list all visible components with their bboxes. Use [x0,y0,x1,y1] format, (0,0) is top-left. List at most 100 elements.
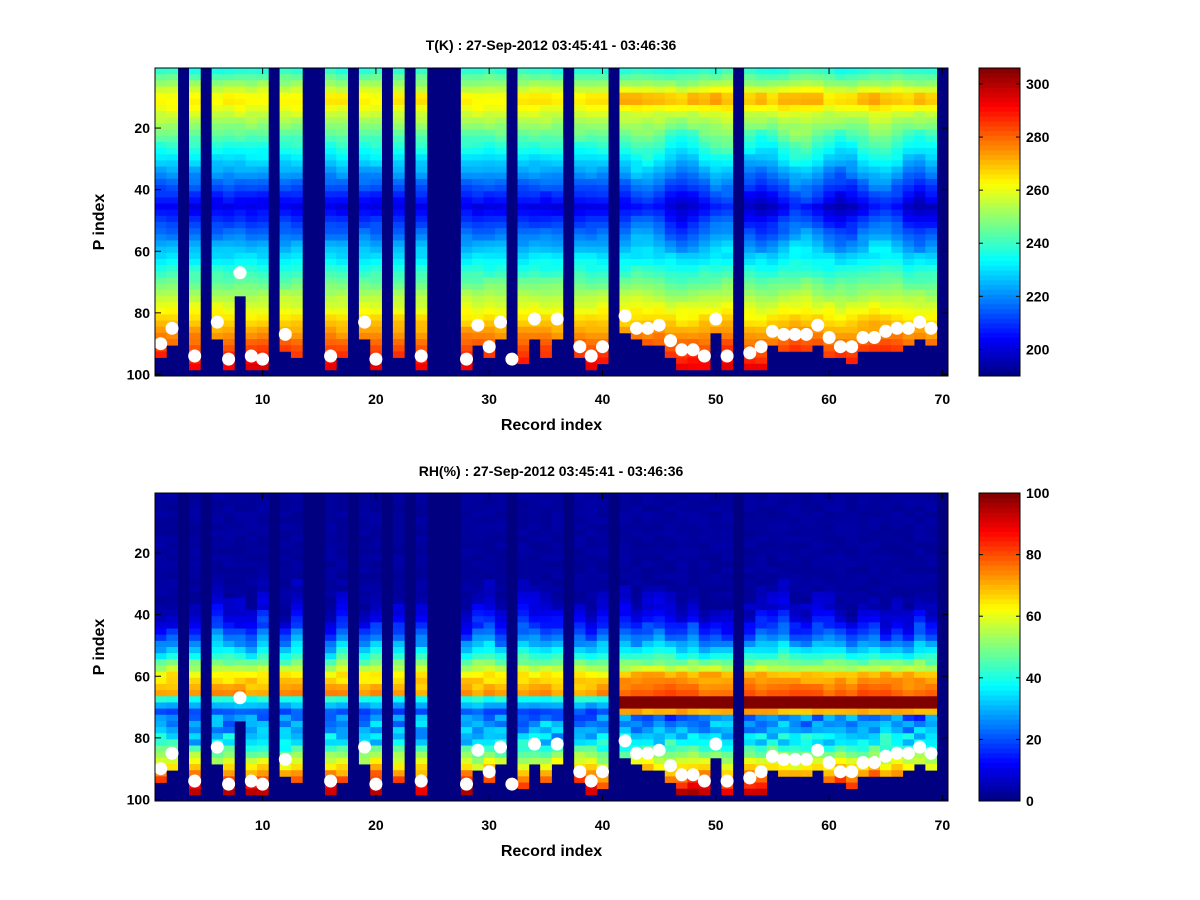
heatmap-cell [324,505,337,512]
heatmap-cell [676,659,688,666]
heatmap-cell [460,573,473,580]
heatmap-cell [324,665,337,673]
heatmap-cell [336,610,348,617]
heatmap-cell [585,610,598,617]
heatmap-cell [766,302,779,309]
heatmap-cell [834,123,847,130]
heatmap-cell [415,647,428,654]
heatmap-cell [392,665,405,673]
heatmap-cell [155,634,167,642]
heatmap-cell [846,566,858,574]
heatmap-cell [155,123,167,130]
heatmap-cell [744,665,756,673]
heatmap-cell [188,757,201,765]
heatmap-cell [222,616,235,623]
heatmap-cell [358,585,371,592]
heatmap-cell [755,634,768,642]
heatmap-cell [902,332,915,340]
heatmap-cell [891,80,904,87]
heatmap-cell [540,185,552,192]
heatmap-cell [721,197,734,204]
heatmap-cell [472,579,484,586]
heatmap-cell [744,80,756,87]
heatmap-cell [155,696,167,703]
heatmap-cell [585,733,598,740]
heatmap-cell [755,653,768,660]
heatmap-cell [574,271,586,278]
heatmap-cell [483,265,496,272]
heatmap-cell [392,191,405,198]
heatmap-cell [415,117,428,124]
heatmap-cell [324,560,337,568]
heatmap-cell [166,517,179,525]
heatmap-cell [755,733,768,740]
heatmap-cell [460,154,473,161]
heatmap-cell [857,733,870,740]
heatmap-cell [483,542,496,549]
heatmap-cell [812,683,824,691]
heatmap-cell [800,185,813,192]
heatmap-cell [370,653,382,660]
heatmap-cell [370,166,382,174]
heatmap-cell [755,80,768,87]
heatmap-cell [166,258,179,266]
heatmap-cell [166,289,179,297]
heatmap-cell [721,148,734,155]
heatmap-cell [585,302,598,309]
heatmap-cell [290,696,303,703]
heatmap-cell [245,610,258,617]
heatmap-cell [483,647,496,654]
heatmap-cell [812,505,824,512]
heatmap-cell [778,523,790,531]
heatmap-cell [188,339,201,346]
heatmap-cell [528,129,541,137]
heatmap-cell [517,536,530,543]
heatmap-cell [823,659,836,666]
heatmap-cell [460,603,473,611]
surface-marker [414,349,428,363]
surface-marker [278,327,292,341]
heatmap-cell [234,622,247,629]
heatmap-cell [868,345,881,352]
heatmap-cell [370,523,382,531]
heatmap-cell [585,289,598,297]
heatmap-cell [585,258,598,266]
heatmap-cell [358,215,371,223]
heatmap-cell [868,511,881,519]
heatmap-cell [585,222,598,229]
heatmap-cell [630,185,643,192]
heatmap-cell [358,683,371,691]
heatmap-cell [166,98,179,106]
heatmap-cell [902,246,915,254]
heatmap-cell [676,326,688,334]
heatmap-cell [574,314,586,321]
heatmap-cell [834,591,847,599]
heatmap-cell [166,536,179,543]
heatmap-cell [721,252,734,260]
heatmap-cell [664,542,677,549]
heatmap-cell [846,622,858,629]
heatmap-cell [222,634,235,642]
heatmap-cell [857,129,870,137]
heatmap-cell [585,616,598,623]
heatmap-cell [744,788,756,796]
heatmap-cell [279,727,292,734]
heatmap-cell [528,579,541,586]
heatmap-cell [460,493,473,500]
surface-marker [664,334,677,348]
heatmap-cell [290,92,303,100]
colorbar-segment [979,342,1020,348]
heatmap-cell [234,566,247,574]
heatmap-cell [902,135,915,143]
heatmap-cell [698,585,711,592]
heatmap-cell [551,622,564,629]
heatmap-cell [155,610,167,617]
heatmap-cell [528,295,541,303]
heatmap-cell [653,308,666,315]
heatmap-cell [778,68,790,75]
heatmap-cell [755,271,768,278]
heatmap-cell [415,714,428,722]
heatmap-cell [789,277,802,284]
heatmap-cell [664,123,677,130]
heatmap-cell [710,265,722,272]
